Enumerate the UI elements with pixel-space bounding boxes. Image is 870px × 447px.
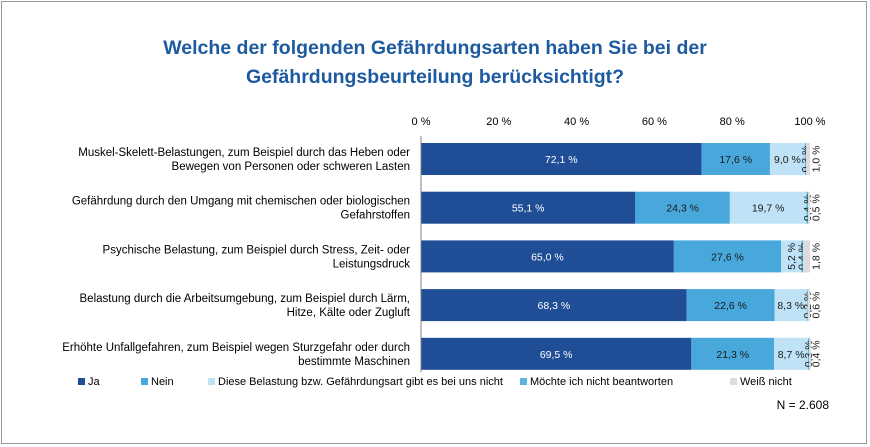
bar-segment bbox=[421, 143, 702, 175]
bar-segment bbox=[421, 240, 674, 273]
bar-segment bbox=[421, 289, 687, 322]
bar-segment bbox=[769, 143, 805, 175]
category-label: Psychische Belastung, zum Beispiel durch… bbox=[103, 244, 411, 270]
bar-segment bbox=[701, 143, 770, 175]
bar-segment bbox=[806, 289, 808, 322]
data-label-rotated: 0,4 % bbox=[811, 340, 823, 367]
data-label: 27,6 % bbox=[711, 251, 744, 263]
data-label: 9,0 % bbox=[774, 154, 801, 166]
legend-swatch bbox=[730, 378, 737, 385]
bar-segment bbox=[691, 337, 775, 370]
data-label: 19,7 % bbox=[752, 203, 785, 215]
x-tick-label: 80 % bbox=[720, 116, 745, 128]
legend-label: Diese Belastung bzw. Gefährdungsart gibt… bbox=[218, 376, 503, 388]
x-tick-label: 0 % bbox=[412, 116, 431, 128]
data-label: 72,1 % bbox=[545, 154, 578, 166]
legend-swatch bbox=[208, 378, 215, 385]
bar-segment bbox=[806, 191, 809, 224]
data-label: 69,5 % bbox=[540, 349, 573, 361]
category-label: Belastung durch die Arbeitsumgebung, zum… bbox=[80, 293, 411, 319]
data-label: 24,3 % bbox=[666, 203, 699, 215]
bar-segment bbox=[808, 191, 810, 224]
bar-segment bbox=[635, 191, 730, 224]
bar-segment bbox=[808, 337, 810, 370]
category-label: Muskel-Skelett-Belastungen, zum Beispiel… bbox=[78, 147, 410, 173]
data-label-rotated: 1,0 % bbox=[811, 146, 823, 173]
data-label-rotated: 1,8 % bbox=[811, 243, 823, 270]
data-label: 17,6 % bbox=[719, 154, 752, 166]
data-label: 8,7 % bbox=[778, 349, 805, 361]
x-tick-label: 60 % bbox=[642, 116, 667, 128]
legend-label: Weiß nicht bbox=[740, 376, 792, 388]
data-label: 8,3 % bbox=[777, 300, 804, 312]
chart-title-line-1: Welche der folgenden Gefährdungsarten ha… bbox=[163, 37, 707, 59]
category-label: Gefährdung durch den Umgang mit chemisch… bbox=[72, 196, 410, 222]
bar-segment bbox=[806, 143, 810, 175]
data-label: 22,6 % bbox=[714, 300, 747, 312]
data-label-rotated: 0,6 % bbox=[811, 292, 823, 319]
legend-label: Möchte ich nicht beantworten bbox=[530, 376, 673, 388]
data-label: 68,3 % bbox=[537, 300, 570, 312]
data-label: 55,1 % bbox=[512, 203, 545, 215]
data-label-rotated: 5,2 % bbox=[786, 243, 798, 270]
data-label-rotated: 0,3 % bbox=[803, 340, 815, 367]
data-label: 21,3 % bbox=[716, 349, 749, 361]
bar-segment bbox=[729, 191, 807, 224]
data-label-rotated: 0,5 % bbox=[811, 194, 823, 221]
category-label: Erhöhte Unfallgefahren, zum Beispiel weg… bbox=[62, 342, 410, 368]
bar-segment bbox=[801, 240, 803, 273]
bar-segment bbox=[673, 240, 782, 273]
chart-title: Welche der folgenden Gefährdungsarten ha… bbox=[0, 34, 870, 92]
chart-title-line-2: Gefährdungsbeurteilung berücksichtigt? bbox=[245, 66, 625, 88]
x-tick-label: 100 % bbox=[794, 116, 825, 128]
bar-segment bbox=[807, 289, 810, 322]
legend-swatch bbox=[141, 378, 148, 385]
data-label-rotated: 0,4 % bbox=[802, 194, 814, 221]
bar-segment bbox=[686, 289, 775, 322]
bar-segment bbox=[421, 191, 636, 224]
bar-segment bbox=[802, 240, 810, 273]
bar-segment bbox=[804, 143, 807, 175]
bar-segment bbox=[774, 337, 809, 370]
x-tick-label: 40 % bbox=[564, 116, 589, 128]
legend-swatch bbox=[78, 378, 85, 385]
bar-segment bbox=[781, 240, 802, 273]
bar-segment bbox=[421, 337, 692, 370]
legend-label: Ja bbox=[88, 376, 101, 388]
legend-label: Nein bbox=[151, 376, 174, 388]
legend-swatch bbox=[520, 378, 527, 385]
bar-segment bbox=[774, 289, 807, 322]
sample-size-label: N = 2.608 bbox=[776, 398, 829, 412]
data-label: 65,0 % bbox=[531, 251, 564, 263]
bar-segment bbox=[809, 337, 811, 370]
x-tick-label: 20 % bbox=[486, 116, 511, 128]
